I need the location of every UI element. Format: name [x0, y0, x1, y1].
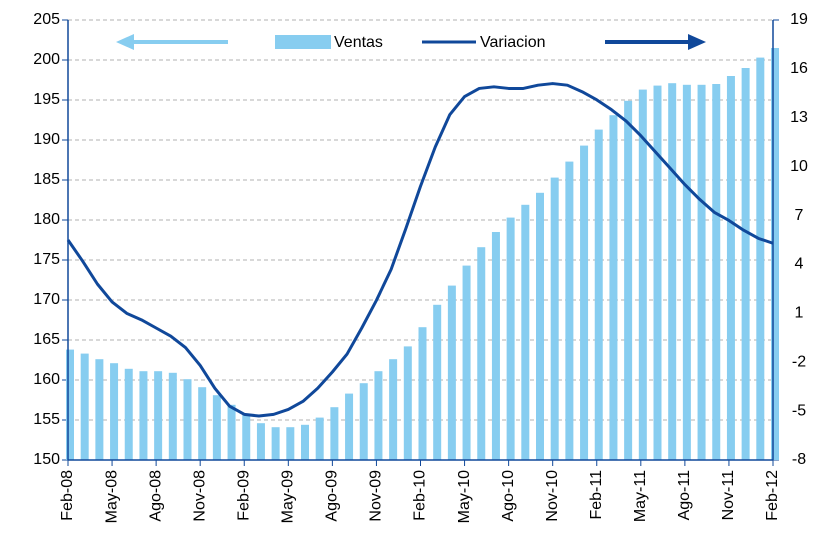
- bar: [594, 129, 603, 460]
- y-tick-label: 195: [33, 91, 60, 108]
- bar: [682, 84, 691, 461]
- y-tick-label: 180: [33, 211, 60, 228]
- legend-label: Ventas: [334, 34, 383, 51]
- x-tick-label: Ago-09: [324, 470, 341, 522]
- bar: [403, 346, 412, 460]
- bar: [227, 404, 236, 460]
- bar: [242, 414, 251, 460]
- y2-tick-label: -8: [792, 451, 806, 468]
- x-tick-label: Feb-09: [235, 470, 252, 521]
- bar: [771, 48, 779, 460]
- x-tick-label: Ago-08: [147, 470, 164, 522]
- y2-tick-label: 13: [790, 109, 808, 126]
- y-tick-label: 160: [33, 371, 60, 388]
- y-tick-label: 175: [33, 251, 60, 268]
- legend-arrow-left-head: [116, 34, 134, 50]
- y-tick-label: 185: [33, 171, 60, 188]
- bar: [697, 84, 706, 461]
- y-tick-label: 200: [33, 51, 60, 68]
- bar: [66, 349, 74, 460]
- x-tick-label: May-08: [103, 470, 120, 523]
- legend-label: Variacion: [480, 34, 546, 51]
- y2-tick-label: 4: [795, 256, 804, 273]
- bar: [139, 371, 148, 460]
- bar: [521, 204, 530, 460]
- bar: [301, 424, 309, 460]
- y2-tick-label: 7: [795, 207, 804, 224]
- bar: [433, 304, 442, 460]
- x-tick-label: May-10: [456, 470, 473, 523]
- bar: [462, 265, 471, 460]
- x-tick-label: Feb-10: [412, 470, 429, 521]
- bar: [506, 217, 515, 460]
- y-tick-label: 205: [33, 11, 60, 28]
- bar: [198, 387, 207, 460]
- bar: [286, 427, 295, 460]
- x-tick-label: Nov-09: [368, 470, 385, 522]
- x-tick-label: Ago-11: [676, 470, 693, 521]
- bar: [95, 359, 104, 460]
- bar: [110, 363, 119, 460]
- x-tick-label: Feb-11: [588, 470, 605, 520]
- bar: [124, 368, 133, 460]
- bar: [168, 372, 177, 460]
- bar: [756, 57, 765, 460]
- bar: [653, 85, 662, 460]
- y2-tick-label: -5: [792, 402, 806, 419]
- bar: [668, 83, 677, 460]
- bar: [271, 427, 280, 460]
- bar: [374, 371, 383, 460]
- y-tick-label: 150: [33, 451, 60, 468]
- x-tick-label: Nov-08: [191, 470, 208, 522]
- x-tick-label: Nov-10: [544, 470, 561, 522]
- x-tick-label: May-09: [280, 470, 297, 523]
- bar: [536, 192, 544, 461]
- bar: [345, 393, 354, 460]
- bar: [389, 359, 398, 460]
- y2-tick-label: 10: [790, 158, 808, 175]
- bar: [477, 247, 486, 460]
- bar: [330, 407, 339, 460]
- y-tick-label: 155: [33, 411, 60, 428]
- x-tick-label: Ago-10: [500, 470, 517, 522]
- bar: [712, 84, 721, 460]
- bar: [418, 327, 427, 460]
- y2-tick-label: 19: [790, 11, 808, 28]
- legend-arrow-right-head: [688, 34, 706, 50]
- x-tick-label: Nov-11: [720, 470, 737, 520]
- bar: [726, 76, 735, 460]
- bar: [315, 417, 324, 460]
- bar: [447, 285, 456, 460]
- y-tick-label: 190: [33, 131, 60, 148]
- bar: [183, 379, 192, 460]
- bar: [154, 371, 163, 460]
- bar: [609, 115, 618, 460]
- y2-tick-label: -2: [792, 353, 806, 370]
- y-tick-label: 170: [33, 291, 60, 308]
- line: [66, 82, 774, 418]
- y-tick-label: 165: [33, 331, 60, 348]
- bar: [550, 177, 559, 460]
- bar: [80, 353, 89, 460]
- y2-tick-label: 16: [790, 60, 808, 77]
- x-tick-label: May-11: [632, 470, 649, 522]
- bar: [491, 232, 500, 460]
- bar: [580, 145, 589, 460]
- legend-swatch: [275, 35, 331, 49]
- x-tick-label: Feb-12: [764, 470, 781, 521]
- bar: [741, 68, 750, 460]
- bar: [624, 100, 633, 461]
- bar: [212, 395, 221, 460]
- bar: [359, 383, 368, 460]
- bar: [565, 161, 574, 460]
- bar: [256, 423, 265, 460]
- bar: [638, 89, 647, 460]
- x-tick-label: Feb-08: [59, 470, 76, 521]
- y2-tick-label: 1: [795, 305, 804, 322]
